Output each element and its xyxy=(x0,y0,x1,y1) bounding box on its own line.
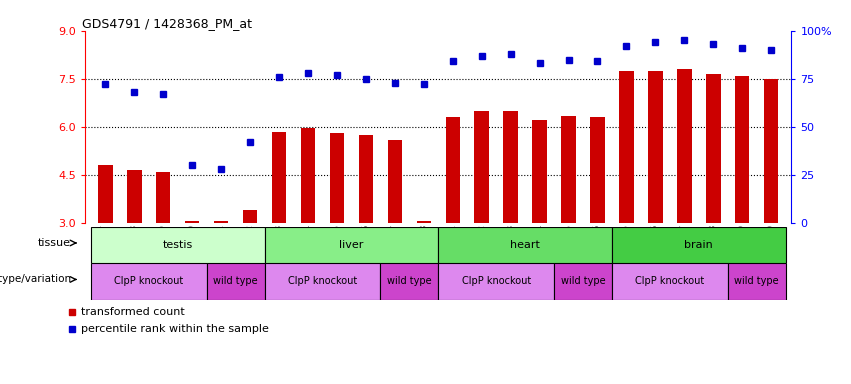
Text: wild type: wild type xyxy=(561,276,605,286)
Text: GDS4791 / 1428368_PM_at: GDS4791 / 1428368_PM_at xyxy=(82,17,252,30)
Bar xyxy=(416,221,431,223)
Bar xyxy=(612,263,728,300)
Text: testis: testis xyxy=(163,240,193,250)
Bar xyxy=(207,263,265,300)
Bar xyxy=(591,117,605,223)
Text: tissue: tissue xyxy=(38,238,71,248)
Bar xyxy=(504,111,518,223)
Bar xyxy=(265,263,380,300)
Bar xyxy=(612,227,785,263)
Bar xyxy=(438,263,554,300)
Text: ClpP knockout: ClpP knockout xyxy=(635,276,705,286)
Text: wild type: wild type xyxy=(734,276,779,286)
Bar xyxy=(380,263,438,300)
Bar xyxy=(438,227,612,263)
Bar xyxy=(562,116,576,223)
Text: wild type: wild type xyxy=(214,276,258,286)
Bar xyxy=(271,132,286,223)
Bar xyxy=(98,165,112,223)
Bar xyxy=(300,128,315,223)
Bar xyxy=(127,170,141,223)
Bar xyxy=(91,263,207,300)
Bar xyxy=(387,139,402,223)
Text: heart: heart xyxy=(510,240,540,250)
Text: brain: brain xyxy=(684,240,713,250)
Bar xyxy=(329,133,344,223)
Bar xyxy=(446,117,460,223)
Bar xyxy=(554,263,612,300)
Bar xyxy=(735,76,750,223)
Text: percentile rank within the sample: percentile rank within the sample xyxy=(81,324,269,334)
Text: ClpP knockout: ClpP knockout xyxy=(461,276,531,286)
Bar xyxy=(620,71,634,223)
Bar xyxy=(475,111,489,223)
Bar xyxy=(533,120,547,223)
Bar xyxy=(706,74,721,223)
Bar xyxy=(265,227,438,263)
Bar xyxy=(764,79,779,223)
Bar xyxy=(243,210,257,223)
Bar xyxy=(156,172,170,223)
Text: transformed count: transformed count xyxy=(81,307,185,318)
Bar xyxy=(91,227,265,263)
Bar xyxy=(185,221,199,223)
Text: wild type: wild type xyxy=(387,276,431,286)
Text: ClpP knockout: ClpP knockout xyxy=(288,276,357,286)
Text: liver: liver xyxy=(340,240,363,250)
Text: ClpP knockout: ClpP knockout xyxy=(114,276,184,286)
Bar xyxy=(728,263,785,300)
Bar xyxy=(677,69,692,223)
Bar xyxy=(214,221,228,223)
Bar xyxy=(358,135,373,223)
Text: genotype/variation: genotype/variation xyxy=(0,275,71,285)
Bar xyxy=(648,71,663,223)
